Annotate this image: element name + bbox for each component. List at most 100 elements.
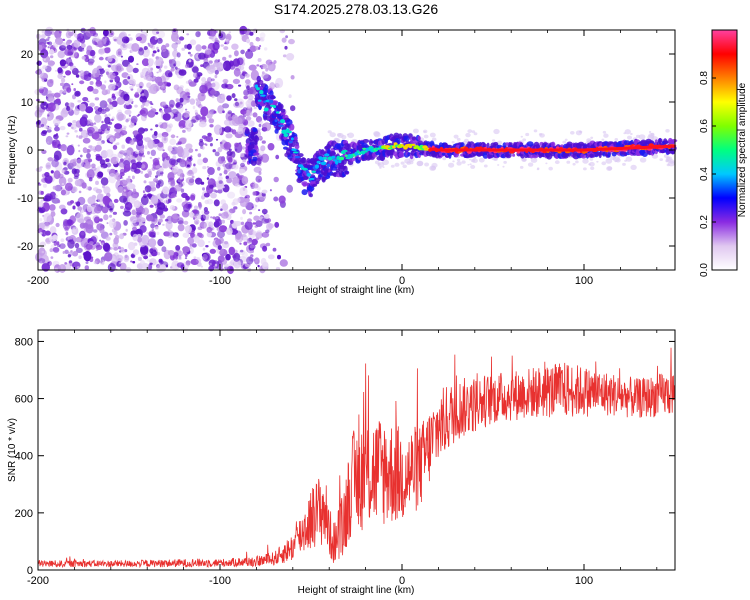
spectrogram-noise-blob (131, 43, 140, 52)
spectrogram-noise-blob (124, 249, 128, 253)
spectrogram-noise-blob (275, 267, 281, 271)
spectrogram-noise-blob (99, 159, 106, 166)
spectrogram-noise-blob (226, 178, 233, 184)
spectrogram-noise-blob (182, 129, 186, 133)
spectrogram-noise-blob (193, 235, 200, 243)
spectrogram-noise-blob (185, 143, 193, 149)
spectrogram-noise-blob (157, 238, 164, 247)
spectrogram-noise-blob (120, 205, 124, 209)
spectrogram-noise-blob (209, 89, 217, 95)
spectrogram-noise-blob (288, 94, 292, 99)
spectrogram-noise-blob (173, 113, 178, 118)
spectrogram-noise-blob (249, 41, 254, 47)
spectrogram-ridge-halo (253, 152, 260, 156)
spectrogram-noise-blob (147, 76, 153, 82)
spectrogram-noise-blob (213, 189, 217, 193)
spectrogram-noise-blob (119, 247, 125, 252)
spectrogram-noise-blob (214, 263, 218, 267)
spectrogram-noise-blob (186, 43, 192, 50)
spectrogram-haze-blob (520, 135, 523, 138)
spectrogram-noise-blob (123, 164, 131, 172)
spectrogram-noise-blob (121, 36, 130, 44)
snr-y-tick-label: 800 (15, 336, 33, 348)
spectrogram-noise-blob (150, 106, 153, 109)
spectrogram-noise-blob (170, 266, 173, 269)
spectrogram-noise-blob (145, 101, 149, 107)
spectrogram-noise-blob (252, 230, 257, 235)
spectrogram-ridge-core (263, 107, 269, 112)
spectrogram-noise-blob (200, 83, 209, 94)
spectrogram-noise-blob (258, 123, 262, 128)
spectrogram-noise-blob (202, 247, 206, 251)
spectrogram-noise-blob (73, 175, 79, 180)
spectrogram-ridge-core (319, 157, 325, 161)
spectrogram-haze-blob (603, 133, 609, 138)
spectrogram-noise-blob (247, 218, 252, 223)
spectrogram-haze-blob (456, 161, 462, 166)
spectrogram-noise-blob (214, 38, 219, 43)
spectrogram-noise-blob (46, 93, 54, 99)
spectrogram-haze-blob (538, 133, 543, 136)
spectrogram-noise-blob (224, 42, 227, 45)
spectrogram-noise-blob (278, 195, 286, 204)
spectrogram-noise-blob (201, 115, 206, 120)
spectrogram-noise-blob (214, 151, 220, 157)
spectrogram-noise-blob (139, 147, 145, 154)
spectrogram-noise-blob (182, 232, 190, 238)
spectrogram-noise-blob (137, 113, 141, 116)
spectrogram-noise-blob (161, 101, 167, 106)
spectrogram-noise-blob (190, 232, 195, 238)
spectrogram-noise-blob (177, 141, 182, 145)
spectrogram-noise-blob (123, 220, 128, 226)
spectrogram-noise-blob (252, 191, 257, 196)
spectrogram-noise-blob (261, 127, 268, 132)
spectrogram-noise-blob (62, 90, 67, 95)
spectrogram-ridge-core (320, 161, 327, 166)
spectrogram-ridge-halo (252, 156, 258, 162)
spectrogram-haze-blob (497, 140, 503, 145)
spectrogram-noise-blob (162, 149, 165, 152)
spectrogram-noise-blob (82, 147, 88, 154)
spectrogram-noise-blob (150, 128, 153, 131)
spectrogram-noise-blob (79, 80, 85, 85)
spectrogram-haze-blob (347, 132, 355, 139)
spectrogram-noise-blob (201, 94, 205, 97)
spectrogram-noise-blob (193, 72, 198, 78)
spectrogram-noise-blob (173, 84, 180, 91)
spectrogram-noise-blob (64, 182, 73, 191)
spectrogram-noise-blob (195, 72, 203, 77)
spectrogram-noise-blob (72, 205, 76, 210)
spectrogram-noise-blob (97, 171, 104, 178)
spectrogram-noise-blob (265, 242, 271, 247)
spectrogram-noise-blob (45, 135, 53, 145)
spectrogram-noise-blob (94, 106, 100, 111)
spectrogram-noise-blob (117, 246, 121, 250)
spectrogram-noise-blob (171, 42, 178, 49)
spectrogram-noise-blob (43, 195, 52, 202)
spectrogram-noise-blob (74, 90, 81, 97)
spectrogram-noise-blob (155, 56, 164, 67)
spectrogram-noise-blob (106, 222, 109, 225)
spectrogram-noise-blob (245, 99, 253, 108)
spectrogram-noise-blob (197, 239, 205, 248)
spectrogram-noise-blob (151, 133, 158, 139)
spectrogram-ridge-core (288, 140, 293, 144)
spectrogram-noise-blob (290, 75, 295, 80)
spectrogram-noise-blob (195, 114, 202, 121)
spectrogram-ridge-halo (672, 147, 677, 152)
spectrogram-noise-blob (43, 58, 46, 61)
spectrogram-noise-blob (88, 145, 93, 149)
spectrogram-noise-blob (68, 124, 71, 127)
spectrogram-noise-blob (191, 175, 195, 179)
spectrogram-noise-blob (96, 141, 103, 146)
spectrogram-noise-blob (229, 208, 236, 214)
spectrogram-noise-blob (149, 181, 156, 189)
spectrogram-noise-blob (200, 106, 209, 117)
spectrogram-ridge-core (306, 172, 312, 177)
spectrogram-noise-blob (158, 70, 162, 73)
spectrogram-noise-blob (146, 242, 150, 246)
spectrogram-noise-blob (209, 64, 216, 73)
spectrogram-noise-blob (44, 222, 50, 227)
spectrogram-ridge-halo (344, 171, 349, 175)
spectrogram-noise-blob (261, 217, 270, 224)
